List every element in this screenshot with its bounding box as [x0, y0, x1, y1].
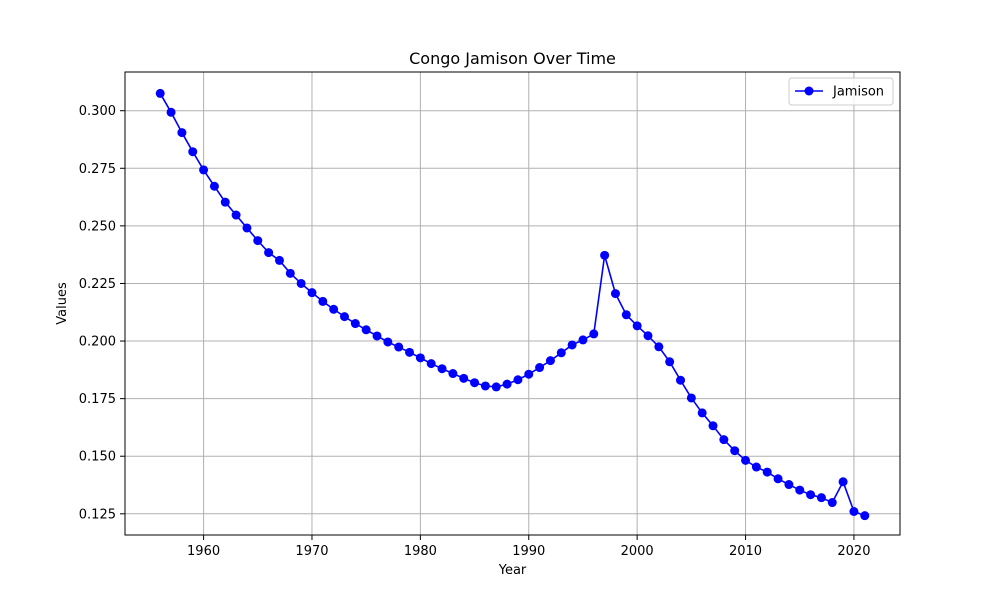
data-point [470, 378, 480, 388]
data-point [209, 181, 219, 191]
data-point [697, 408, 707, 418]
data-point [242, 223, 252, 233]
data-point [339, 312, 349, 322]
data-point [480, 381, 490, 391]
x-tick-label: 1970 [295, 544, 328, 559]
x-tick-label: 1980 [404, 544, 437, 559]
data-point [166, 107, 176, 117]
y-tick-label: 0.300 [79, 104, 116, 119]
data-point [231, 210, 241, 220]
x-tick-label: 2020 [837, 544, 870, 559]
data-point [274, 255, 284, 265]
data-point [415, 353, 425, 363]
data-point [372, 331, 382, 341]
x-tick-label: 1990 [512, 544, 545, 559]
data-point [643, 331, 653, 341]
legend-label-jamison: Jamison [832, 85, 884, 100]
data-point [621, 310, 631, 320]
data-point [773, 474, 783, 484]
data-point [502, 379, 512, 389]
data-point [437, 364, 447, 374]
data-point [784, 480, 794, 490]
data-point [491, 382, 501, 392]
data-point [578, 335, 588, 345]
y-tick-label: 0.125 [79, 507, 116, 522]
data-point [350, 319, 360, 329]
data-point [318, 296, 328, 306]
data-point [719, 435, 729, 445]
data-point [610, 289, 620, 299]
data-point [708, 421, 718, 431]
data-point [676, 375, 686, 385]
data-point [838, 477, 848, 487]
y-tick-label: 0.200 [79, 335, 116, 350]
plot-frame [124, 71, 901, 536]
axis-ticks: 1960 1970 1980 1990 2000 2010 2020 0.125 0.150 0.… [79, 104, 871, 559]
y-tick-label: 0.225 [79, 277, 116, 292]
data-point [405, 347, 415, 357]
y-tick-label: 0.175 [79, 392, 116, 407]
data-point [155, 88, 165, 98]
data-point [762, 467, 772, 477]
data-point [741, 455, 751, 465]
data-point [383, 337, 393, 347]
data-point [806, 490, 816, 500]
x-tick-label: 2000 [621, 544, 654, 559]
data-point [285, 268, 295, 278]
data-point [795, 485, 805, 495]
data-point [827, 498, 837, 508]
data-point [459, 373, 469, 383]
data-point [307, 288, 317, 298]
data-point [589, 329, 599, 339]
x-axis-title: Year [498, 563, 527, 578]
data-point [426, 359, 436, 369]
data-point [513, 375, 523, 385]
data-point [220, 197, 230, 207]
data-point [600, 250, 610, 260]
data-point [524, 369, 534, 379]
data-point [686, 393, 696, 403]
data-point [751, 462, 761, 472]
data-point [253, 236, 263, 246]
data-point [567, 340, 577, 350]
x-tick-label: 2010 [729, 544, 762, 559]
legend-box [788, 77, 894, 106]
data-point [535, 363, 545, 373]
data-point [632, 321, 642, 331]
data-point [860, 511, 870, 521]
data-point [264, 248, 274, 258]
data-point [816, 493, 826, 503]
data-point [361, 325, 371, 335]
legend: Jamison [788, 77, 894, 106]
data-point [730, 446, 740, 456]
y-axis-title: Values [55, 282, 70, 325]
data-point [296, 278, 306, 288]
x-tick-label: 1960 [187, 544, 220, 559]
data-point [849, 507, 859, 516]
data-point [556, 348, 566, 358]
data-point [188, 147, 198, 157]
data-point [654, 342, 664, 352]
data-point [199, 165, 209, 175]
data-point [329, 304, 339, 314]
data-point [394, 342, 404, 352]
chart-title: Congo Jamison Over Time [409, 49, 616, 68]
y-tick-label: 0.275 [79, 162, 116, 177]
y-tick-label: 0.150 [79, 450, 116, 465]
data-point [448, 369, 458, 379]
data-point [665, 357, 675, 367]
legend-marker-sample [804, 86, 814, 96]
y-tick-label: 0.250 [79, 219, 116, 234]
grid [125, 72, 900, 535]
data-point [545, 356, 555, 366]
series-layer [155, 88, 870, 521]
data-point [177, 128, 187, 138]
